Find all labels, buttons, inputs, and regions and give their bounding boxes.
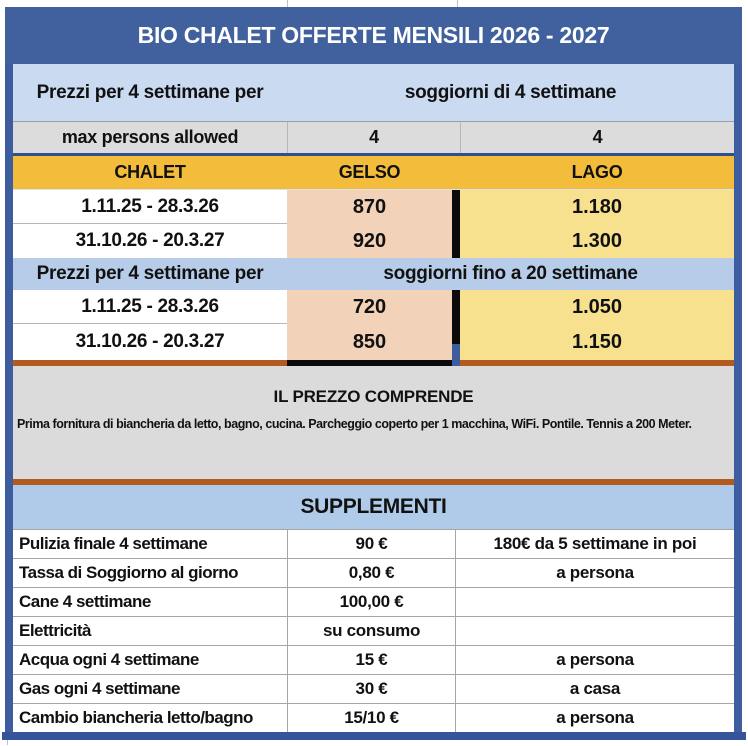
- band-right-label: soggiorni fino a 20 settimane: [383, 263, 638, 284]
- supplement-label: Gas ogni 4 settimane: [19, 679, 181, 698]
- included-text: Prima fornitura di biancheria da letto, …: [17, 417, 692, 431]
- bottom-border-bar: [2, 732, 746, 740]
- price-table: BIO CHALET OFFERTE MENSILI 2026 - 2027 P…: [5, 7, 742, 732]
- supplement-label: Cane 4 settimane: [19, 592, 151, 611]
- lago-price-cell: 1.180: [460, 190, 734, 224]
- divider-orange-segment: [460, 360, 734, 366]
- column-divider: [452, 190, 460, 224]
- gelso-price-cell: 870: [287, 190, 452, 224]
- supplement-price: 15/10 €: [287, 704, 455, 732]
- gelso-price-cell: 850: [287, 324, 452, 360]
- supplement-row: Cambio biancheria letto/bagno 15/10 € a …: [13, 703, 734, 732]
- price-row-20w-1: 1.11.25 - 28.3.26 720 1.050: [13, 290, 734, 324]
- supplement-row: Cane 4 settimane 100,00 €: [13, 587, 734, 616]
- period-cell: 31.10.26 - 20.3.27: [13, 224, 287, 258]
- chalet-header-lago: LAGO: [571, 162, 623, 182]
- gelso-price-cell: 720: [287, 290, 452, 324]
- blue-separator: [13, 153, 734, 156]
- period-cell: 1.11.25 - 28.3.26: [13, 290, 287, 324]
- sheet-bottom-margin: [0, 740, 748, 745]
- supplement-label: Elettricità: [19, 621, 91, 640]
- max-persons-row: max persons allowed 4 4: [13, 121, 734, 153]
- band-4-settimane: Prezzi per 4 settimane per soggiorni di …: [13, 64, 734, 121]
- sheet-top-margin: [0, 0, 748, 7]
- supplement-note: a persona: [455, 646, 734, 674]
- column-divider: [452, 290, 460, 324]
- supplement-row: Tassa di Soggiorno al giorno 0,80 € a pe…: [13, 558, 734, 587]
- divider-black-segment: [287, 360, 452, 366]
- price-row-20w-2: 31.10.26 - 20.3.27 850 1.150: [13, 324, 734, 360]
- gridline-stub: [457, 0, 458, 7]
- divider-orange-segment: [13, 360, 287, 366]
- column-divider: [452, 324, 460, 360]
- lago-price-cell: 1.300: [460, 224, 734, 258]
- supplement-row: Gas ogni 4 settimane 30 € a casa: [13, 674, 734, 703]
- price-row-4w-1: 1.11.25 - 28.3.26 870 1.180: [13, 190, 734, 224]
- gold-spacer: [452, 156, 460, 189]
- supplements-header: SUPPLEMENTI: [13, 485, 734, 529]
- supplement-row: Pulizia finale 4 settimane 90 € 180€ da …: [13, 529, 734, 558]
- max-persons-lago: 4: [460, 122, 734, 153]
- supplement-price: 100,00 €: [287, 588, 455, 616]
- supplement-price: 15 €: [287, 646, 455, 674]
- divider-blue-segment: [452, 360, 460, 366]
- supplement-price: 0,80 €: [287, 559, 455, 587]
- supplement-label: Tassa di Soggiorno al giorno: [19, 563, 238, 582]
- supplement-label: Acqua ogni 4 settimane: [19, 650, 199, 669]
- supplement-label: Pulizia finale 4 settimane: [19, 534, 208, 553]
- lago-price-cell: 1.150: [460, 324, 734, 360]
- supplement-note: a persona: [455, 559, 734, 587]
- supplements-title: SUPPLEMENTI: [300, 495, 447, 518]
- supplement-row: Elettricità su consumo: [13, 616, 734, 645]
- page-title: BIO CHALET OFFERTE MENSILI 2026 - 2027: [137, 22, 610, 48]
- title-bar: BIO CHALET OFFERTE MENSILI 2026 - 2027: [5, 7, 742, 64]
- supplement-note: [455, 588, 734, 616]
- band-left-label: Prezzi per 4 settimane per: [36, 81, 264, 103]
- max-persons-label: max persons allowed: [61, 127, 239, 147]
- band-right-label: soggiorni di 4 settimane: [404, 81, 617, 103]
- supplement-note: a casa: [455, 675, 734, 703]
- supplement-price: 30 €: [287, 675, 455, 703]
- period-cell: 31.10.26 - 20.3.27: [13, 324, 287, 360]
- chalet-header-row: CHALET GELSO LAGO: [13, 156, 734, 190]
- band-20-settimane: Prezzi per 4 settimane per soggiorni fin…: [13, 258, 734, 290]
- gridline-stub: [7, 740, 8, 745]
- chalet-header-gelso: GELSO: [338, 162, 401, 182]
- supplement-row: Acqua ogni 4 settimane 15 € a persona: [13, 645, 734, 674]
- price-row-4w-2: 31.10.26 - 20.3.27 920 1.300: [13, 224, 734, 258]
- chalet-header-label: CHALET: [114, 162, 186, 182]
- supplement-note: a persona: [455, 704, 734, 732]
- column-divider: [452, 224, 460, 258]
- band-left-label: Prezzi per 4 settimane per: [36, 263, 264, 284]
- section-divider: [13, 479, 734, 485]
- max-persons-gelso: 4: [287, 122, 460, 153]
- supplement-price: su consumo: [287, 617, 455, 645]
- supplement-note: 180€ da 5 settimane in poi: [455, 530, 734, 558]
- supplement-label: Cambio biancheria letto/bagno: [19, 708, 253, 727]
- gelso-price-cell: 920: [287, 224, 452, 258]
- gridline-stub: [287, 0, 288, 7]
- included-section: IL PREZZO COMPRENDE Prima fornitura di b…: [13, 366, 734, 479]
- period-cell: 1.11.25 - 28.3.26: [13, 190, 287, 224]
- lago-price-cell: 1.050: [460, 290, 734, 324]
- supplement-price: 90 €: [287, 530, 455, 558]
- supplement-note: [455, 617, 734, 645]
- section-divider: [13, 360, 734, 366]
- included-title: IL PREZZO COMPRENDE: [273, 387, 474, 406]
